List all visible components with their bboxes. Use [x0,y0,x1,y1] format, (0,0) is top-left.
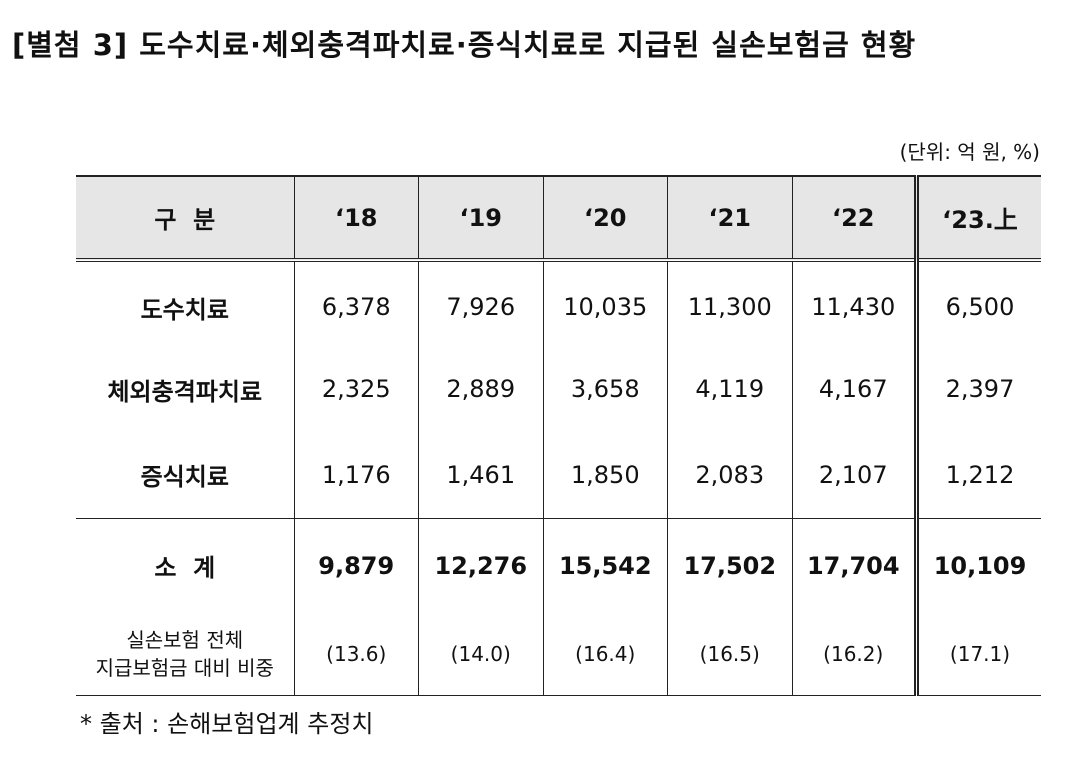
total-cell: 15,542 [542,517,668,613]
header-year: ‘20 [542,175,668,262]
header-year: ‘21 [667,175,792,262]
header-year: ‘18 [293,175,419,262]
table-row: 도수치료 6,378 7,926 10,035 11,300 11,430 6,… [76,260,1041,346]
table-cell: 1,461 [418,432,543,518]
row-label: 도수치료 [140,295,229,324]
table-cell: 10,035 [542,260,668,346]
header-year: ‘23.上 [914,175,1041,262]
table-row: 체외충격파치료 2,325 2,889 3,658 4,119 4,167 2,… [76,346,1041,432]
table-cell: 6,500 [914,260,1041,346]
share-label: 실손보험 전체 지급보험금 대비 비중 [76,612,294,696]
total-row: 소 계 9,879 12,276 15,542 17,502 17,704 10… [76,517,1041,613]
share-cell: (16.5) [667,612,792,696]
table-cell: 6,378 [293,260,419,346]
table-cell: 4,119 [667,346,792,432]
share-row: 실손보험 전체 지급보험금 대비 비중 (13.6) (14.0) (16.4)… [76,612,1041,696]
total-cell: 12,276 [418,517,543,613]
table-cell: 11,300 [667,260,792,346]
share-cell: (16.2) [791,612,917,696]
table-cell: 1,850 [542,432,668,518]
row-label: 증식치료 [140,463,229,492]
table-cell: 1,176 [293,432,419,518]
table-cell: 4,167 [791,346,917,432]
table-cell: 11,430 [791,260,917,346]
total-cell: 10,109 [914,517,1041,613]
share-cell: (13.6) [293,612,419,696]
total-cell: 17,502 [667,517,792,613]
table-cell: 2,889 [418,346,543,432]
share-label-line: 실손보험 전체 [126,627,244,652]
footnote: * 출처 : 손해보험업계 추정치 [80,710,374,738]
page-title: [별첨 3] 도수치료·체외충격파치료·증식치료로 지급된 실손보험금 현황 [12,28,917,62]
table-cell: 2,107 [791,432,917,518]
row-label: 체외충격파치료 [107,377,263,406]
unit-label: (단위: 억 원, %) [899,140,1040,164]
share-cell: (14.0) [418,612,543,696]
header-year: ‘19 [418,175,543,262]
header-year: ‘22 [791,175,917,262]
table-cell: 3,658 [542,346,668,432]
table-cell: 2,325 [293,346,419,432]
insurance-payout-table: 구 분 ‘18 ‘19 ‘20 ‘21 ‘22 ‘23.上 도수치료 6,378… [76,175,1041,696]
share-cell: (17.1) [914,612,1041,696]
table-row: 증식치료 1,176 1,461 1,850 2,083 2,107 1,212 [76,432,1041,518]
share-cell: (16.4) [542,612,668,696]
table-cell: 2,397 [914,346,1041,432]
table-cell: 2,083 [667,432,792,518]
total-label: 소 계 [76,517,294,613]
share-label-line: 지급보험금 대비 비중 [95,655,274,680]
header-row: 구 분 ‘18 ‘19 ‘20 ‘21 ‘22 ‘23.上 [76,175,1041,262]
total-cell: 17,704 [791,517,917,613]
header-category: 구 분 [76,175,294,262]
total-cell: 9,879 [293,517,419,613]
table-cell: 7,926 [418,260,543,346]
table-cell: 1,212 [914,432,1041,518]
